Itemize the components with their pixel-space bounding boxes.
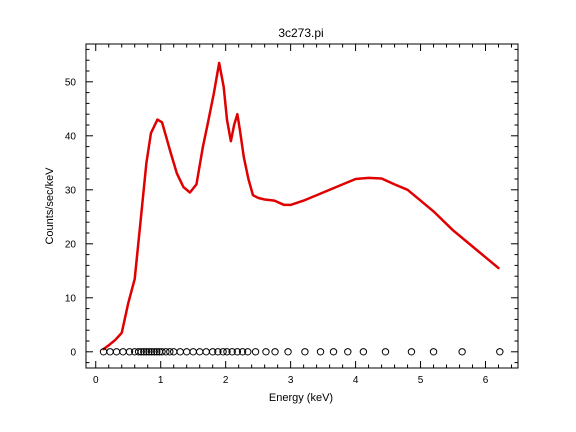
data-point: [195, 348, 204, 356]
data-point: [329, 348, 338, 356]
model-line: [102, 61, 500, 351]
y-axis-label: Counts/sec/keV: [44, 167, 56, 245]
y-tick-label: 50: [65, 77, 77, 88]
x-tick-label: 5: [418, 375, 424, 386]
data-point: [150, 348, 158, 356]
data-point: [407, 348, 416, 356]
data-point: [344, 348, 352, 356]
y-tick-label: 10: [65, 293, 77, 304]
data-point: [153, 348, 161, 356]
data-point: [219, 348, 227, 356]
x-tick-label: 0: [93, 375, 99, 386]
data-point: [106, 348, 114, 356]
data-point: [238, 348, 247, 356]
x-tick-label: 2: [223, 375, 229, 386]
data-point: [251, 348, 260, 356]
x-tick-labels: 0 1 2 3 4 5 6: [93, 375, 489, 386]
data-point: [176, 348, 184, 356]
data-point: [262, 348, 270, 356]
data-point: [244, 348, 252, 356]
data-point: [112, 348, 121, 356]
chart-title: 3c273.pi: [278, 26, 323, 40]
x-tick-label: 6: [483, 375, 489, 386]
data-point: [166, 348, 174, 356]
data-point: [223, 348, 231, 356]
data-point: [284, 348, 292, 356]
data-point: [125, 348, 134, 356]
y-tick-label: 30: [65, 185, 77, 196]
data-point: [145, 348, 153, 356]
data-point: [271, 348, 279, 356]
data-point: [162, 348, 170, 356]
data-point: [359, 348, 368, 356]
x-tick-label: 4: [353, 375, 359, 386]
x-tick-label: 1: [158, 375, 164, 386]
y-tick-label: 40: [65, 131, 77, 142]
plot-frame: [85, 43, 519, 369]
data-point: [142, 348, 151, 356]
data-point: [202, 348, 210, 356]
data-point: [134, 348, 143, 356]
data-point: [158, 348, 166, 356]
data-point: [182, 348, 191, 356]
series-layer: [99, 61, 504, 356]
axis-ticks: [86, 44, 518, 368]
y-tick-label: 0: [70, 347, 76, 358]
data-point: [170, 348, 178, 356]
data-point: [233, 348, 242, 356]
x-tick-label: 3: [288, 375, 294, 386]
data-point: [140, 348, 148, 356]
data-point: [119, 348, 127, 356]
data-point: [429, 348, 438, 356]
data-point: [301, 348, 309, 356]
data-point: [228, 348, 236, 356]
data-point: [381, 348, 390, 356]
x-axis-label: Energy (keV): [269, 392, 333, 404]
data-point: [137, 348, 145, 356]
data-point: [189, 348, 197, 356]
data-point: [496, 348, 504, 356]
y-tick-label: 20: [65, 239, 77, 250]
y-tick-labels: 0 10 20 30 40 50: [65, 77, 77, 358]
data-point: [208, 348, 217, 356]
data-point: [316, 348, 325, 356]
data-point: [147, 348, 156, 356]
data-point: [458, 348, 466, 356]
data-point: [214, 348, 222, 356]
